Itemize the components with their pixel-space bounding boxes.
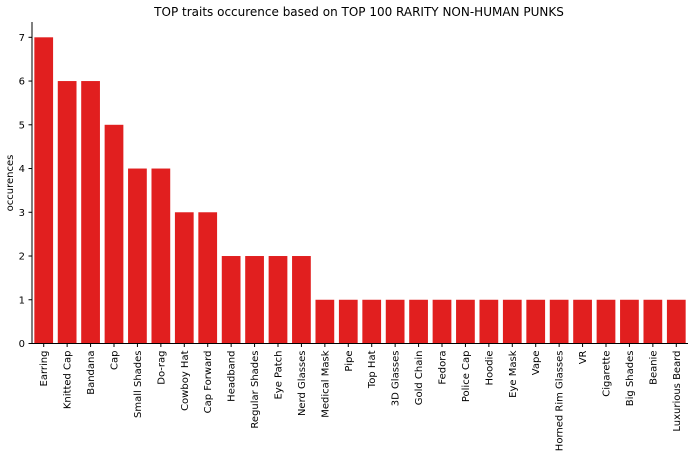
bar <box>666 299 686 344</box>
x-tick-label: Pipe <box>344 351 355 372</box>
x-tick-label: Beanie <box>648 351 659 385</box>
x-tick-label: Luxurious Beard <box>672 351 683 432</box>
bar <box>151 168 171 344</box>
bar <box>57 81 77 344</box>
bar <box>549 299 569 344</box>
x-tick-label: Cap <box>110 351 121 370</box>
y-tick-label: 3 <box>19 208 25 219</box>
bar <box>526 299 546 344</box>
x-tick-label: 3D Glasses <box>391 351 402 407</box>
x-tick-label: Hoodie <box>484 351 495 386</box>
bar <box>620 299 639 344</box>
x-tick-label: Regular Shades <box>250 351 261 429</box>
x-tick-label: Cigarette <box>602 351 613 397</box>
x-tick-label: Big Shades <box>625 351 636 407</box>
bar <box>81 81 100 344</box>
y-axis-ticks: 0 1 2 3 4 5 6 7 <box>19 33 32 350</box>
bar <box>362 299 382 344</box>
x-tick-label: Vape <box>531 351 542 376</box>
x-tick-label: Bandana <box>86 351 97 395</box>
y-axis-label: occurences <box>5 155 16 212</box>
x-tick-label: VR <box>578 350 589 364</box>
x-tick-label: Horned Rim Glasses <box>555 351 566 452</box>
bar <box>502 299 522 344</box>
bar <box>104 124 124 344</box>
bar <box>221 256 241 344</box>
x-tick-label: Knitted Cap <box>63 351 74 410</box>
chart-title: TOP traits occurence based on TOP 100 RA… <box>153 5 564 19</box>
bar <box>573 299 592 344</box>
x-tick-label: Eye Patch <box>274 351 285 400</box>
bar <box>198 212 218 344</box>
bar <box>409 299 428 344</box>
y-tick-label: 5 <box>19 120 25 131</box>
y-tick-label: 0 <box>19 339 25 350</box>
y-tick-label: 4 <box>19 164 25 175</box>
x-tick-label: Small Shades <box>133 351 144 418</box>
x-tick-label: Cap Forward <box>203 351 214 414</box>
y-tick-label: 2 <box>19 252 25 263</box>
x-tick-label: Headband <box>227 351 238 402</box>
bar <box>174 212 194 344</box>
bar <box>643 299 663 344</box>
y-tick-label: 6 <box>19 77 25 88</box>
bar <box>479 299 499 344</box>
bar <box>128 168 147 344</box>
bar <box>432 299 452 344</box>
y-tick-label: 7 <box>19 33 25 44</box>
x-tick-label: Do-rag <box>156 351 167 385</box>
x-tick-label: Cowboy Hat <box>180 350 191 410</box>
bar <box>385 299 405 344</box>
x-tick-label: Police Cap <box>461 351 472 403</box>
bar <box>456 299 475 344</box>
x-tick-label: Eye Mask <box>508 350 519 398</box>
x-tick-label: Medical Mask <box>320 350 331 417</box>
bar <box>315 299 335 344</box>
x-tick-label: Earring <box>39 351 50 387</box>
bar <box>338 299 358 344</box>
y-tick-label: 1 <box>19 295 25 306</box>
bar <box>268 256 288 344</box>
bar <box>245 256 264 344</box>
bar <box>34 37 54 344</box>
x-tick-label: Top Hat <box>367 350 378 389</box>
x-tick-label: Fedora <box>438 351 449 385</box>
bars <box>34 37 686 344</box>
x-axis-ticks: Earring Knitted Cap Bandana Cap Small Shades… <box>39 343 683 452</box>
bar <box>292 256 311 344</box>
bar <box>596 299 616 344</box>
x-tick-label: Nerd Glasses <box>297 351 308 417</box>
x-tick-label: Gold Chain <box>414 351 425 406</box>
